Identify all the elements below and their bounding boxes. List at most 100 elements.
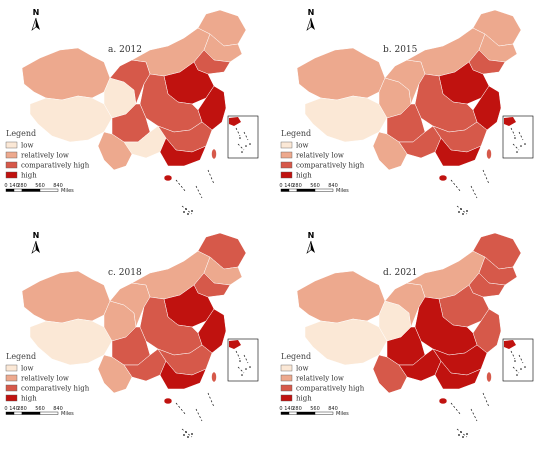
map-panel: Na. 2012 Legend low relatively low comparati… xyxy=(4,8,259,215)
scale-tick-label: 840 xyxy=(328,183,338,189)
inset-island-dot xyxy=(514,137,516,139)
legend-label: low xyxy=(21,365,33,373)
legend-swatch xyxy=(5,384,18,392)
scale-tick-label: 840 xyxy=(53,406,63,412)
island-dot xyxy=(191,210,193,212)
inset-region xyxy=(229,117,241,126)
map-panel: Nc. 2018 Legend low relatively low comparati… xyxy=(4,231,259,438)
scale-tick-label: 140 xyxy=(284,183,294,189)
region-xinjiang xyxy=(296,270,386,324)
north-arrow: N xyxy=(306,231,315,254)
inset-island-dot xyxy=(524,366,526,368)
north-arrow: N xyxy=(31,231,40,254)
region-hainan xyxy=(163,174,173,182)
inset-map xyxy=(502,115,534,159)
inset-boundary xyxy=(235,127,249,151)
region-taiwan xyxy=(486,148,492,160)
legend-title: Legend xyxy=(281,352,311,361)
legend-swatch xyxy=(5,161,18,169)
legend: Legend low relatively low comparatively hig… xyxy=(5,352,90,403)
north-label: N xyxy=(33,8,40,17)
legend-swatch xyxy=(280,384,293,392)
region-taiwan xyxy=(211,371,217,383)
region-taiwan xyxy=(486,371,492,383)
inset-map xyxy=(502,338,534,382)
legend-swatch xyxy=(280,151,293,159)
north-arrow-left xyxy=(311,18,315,30)
region-tibet xyxy=(29,95,113,143)
region-guangdong xyxy=(434,360,482,390)
legend-label: high xyxy=(296,395,312,403)
inset-island-dot xyxy=(249,366,251,368)
inset-map xyxy=(227,115,259,159)
region-hainan xyxy=(163,397,173,405)
panel-title: c. 2018 xyxy=(108,268,142,278)
region-yunnan xyxy=(97,354,133,394)
scale-segment xyxy=(280,188,290,192)
legend-label: low xyxy=(296,365,308,373)
south-china-sea-boundary xyxy=(450,392,490,438)
region-xinjiang xyxy=(21,47,111,101)
island-dot xyxy=(183,434,185,436)
legend: Legend low relatively low comparatively hig… xyxy=(5,129,90,180)
inset-island-dot xyxy=(516,151,518,153)
legend-label: high xyxy=(21,395,37,403)
island-dot xyxy=(185,208,187,210)
legend-swatch xyxy=(5,374,18,382)
inset-island-dot xyxy=(520,145,522,147)
legend-swatch xyxy=(280,374,293,382)
scale-tick-label: 0 xyxy=(4,406,7,412)
legend-swatch xyxy=(280,141,293,149)
scale-segment xyxy=(39,188,59,192)
inset-island-dot xyxy=(241,374,243,376)
region-central xyxy=(414,73,478,133)
north-arrow-left xyxy=(36,241,40,253)
legend-swatch xyxy=(5,151,18,159)
region-guangdong xyxy=(159,137,207,167)
legend-label: relatively low xyxy=(21,152,69,160)
region-tibet xyxy=(304,318,388,366)
region-xinjiang xyxy=(21,270,111,324)
scale-tick-label: 280 xyxy=(292,183,302,189)
scale-tick-label: 560 xyxy=(310,183,320,189)
scale-segment xyxy=(280,411,290,415)
legend-swatch xyxy=(280,171,293,179)
inset-region xyxy=(504,340,516,349)
scale-tick-label: 280 xyxy=(17,183,27,189)
inset-boundary xyxy=(510,127,524,151)
scale-tick-label: 560 xyxy=(35,406,45,412)
legend-label: comparatively high xyxy=(21,385,90,393)
legend: Legend low relatively low comparatively hig… xyxy=(280,129,365,180)
inset-region xyxy=(504,117,516,126)
region-yunnan xyxy=(372,354,408,394)
map-panel: Nb. 2015 Legend low relatively low comparati… xyxy=(279,8,534,215)
scale-tick-label: 140 xyxy=(284,406,294,412)
scale-tick-label: 0 xyxy=(4,183,7,189)
legend-title: Legend xyxy=(281,129,311,138)
north-arrow: N xyxy=(31,8,40,31)
scale-tick-label: 840 xyxy=(328,406,338,412)
inset-island-dot xyxy=(239,137,241,139)
scale-segment xyxy=(39,411,59,415)
island-dot xyxy=(466,433,468,435)
legend-label: comparatively high xyxy=(296,385,365,393)
scale-segment xyxy=(314,188,334,192)
inset-boundary xyxy=(510,350,524,374)
south-china-sea-boundary xyxy=(175,169,215,215)
region-taiwan xyxy=(211,148,217,160)
island-dot xyxy=(191,433,193,435)
legend-label: comparatively high xyxy=(296,162,365,170)
region-yunnan xyxy=(372,131,408,171)
legend-label: comparatively high xyxy=(21,162,90,170)
inset-island-dot xyxy=(514,360,516,362)
legend-swatch xyxy=(5,364,18,372)
island-dot xyxy=(460,208,462,210)
map-panel: Nd. 2021 Legend low relatively low comparati… xyxy=(279,231,534,438)
legend-swatch xyxy=(5,171,18,179)
inset-island-dot xyxy=(245,145,247,147)
region-yunnan xyxy=(97,131,133,171)
